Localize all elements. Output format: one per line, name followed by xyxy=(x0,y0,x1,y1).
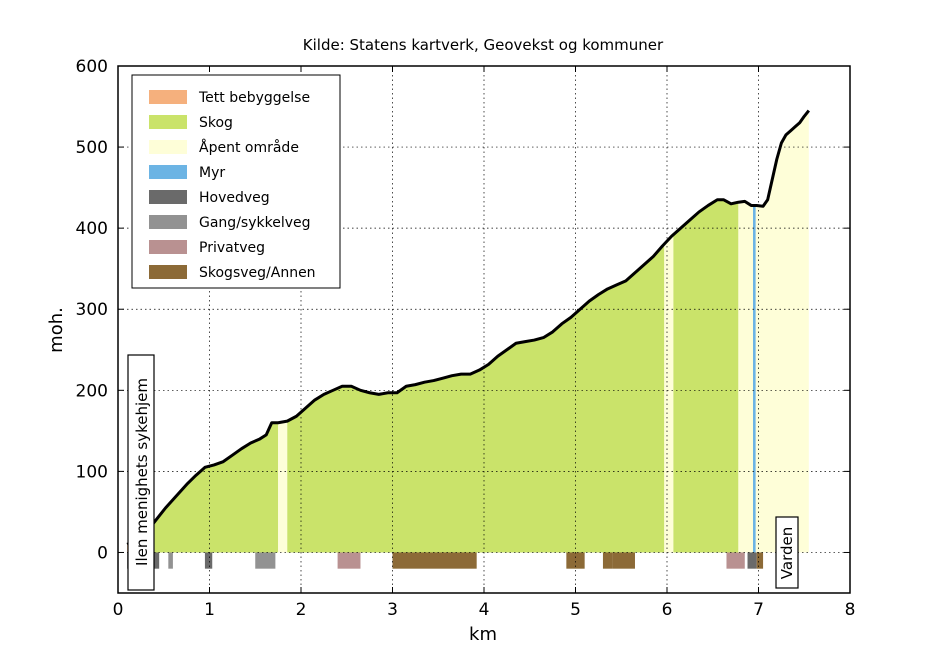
legend-swatch-tett-bebyggelse xyxy=(149,90,187,104)
land-cover-apent-omrade xyxy=(664,234,674,553)
land-cover-skog xyxy=(673,199,739,553)
y-tick-label: 600 xyxy=(76,57,108,77)
y-tick-label: 200 xyxy=(76,381,108,401)
road-segment-skogsveg-annen xyxy=(756,552,764,569)
x-tick-label: 2 xyxy=(296,600,307,620)
legend: Tett bebyggelse Skog Åpent område Myr Hovedv… xyxy=(131,74,341,289)
end-annotation: Varden xyxy=(775,516,799,589)
y-tick-label: 500 xyxy=(76,138,108,158)
legend-label-gang-sykkelveg: Gang/sykkelveg xyxy=(199,215,311,231)
legend-box xyxy=(131,74,341,289)
road-segment-privatveg xyxy=(337,552,361,569)
start-annotation-box xyxy=(127,354,155,591)
legend-label-skogsveg-annen: Skogsveg/Annen xyxy=(199,265,316,281)
legend-swatch-privatveg xyxy=(149,240,187,254)
land-cover-myr xyxy=(753,205,756,553)
road-segment-privatveg xyxy=(726,552,745,569)
road-segment-gang-sykkelveg xyxy=(168,552,173,569)
land-cover-apent-omrade xyxy=(278,421,288,553)
road-segment-skogsveg-annen xyxy=(602,552,613,569)
road-segment-skogsveg-annen xyxy=(566,552,585,569)
land-cover-skog xyxy=(287,244,665,553)
x-tick-label: 0 xyxy=(113,600,124,620)
road-segment-hovedveg xyxy=(152,552,160,569)
road-segment-hovedveg xyxy=(204,552,213,569)
legend-label-skog: Skog xyxy=(199,115,233,131)
y-tick-label: 400 xyxy=(76,219,108,239)
x-tick-label: 7 xyxy=(753,600,764,620)
road-segment-skogsveg-annen xyxy=(612,552,635,569)
x-tick-label: 8 xyxy=(845,600,856,620)
x-tick-label: 4 xyxy=(479,600,490,620)
road-segment-gang-sykkelveg xyxy=(255,552,276,569)
land-cover-layer xyxy=(127,110,809,553)
plot-area xyxy=(118,66,850,593)
x-tick-label: 1 xyxy=(204,600,215,620)
start-annotation-label: Ilen menighets sykehjem xyxy=(133,378,151,566)
legend-label-privatveg: Privatveg xyxy=(199,240,265,256)
x-tick-label: 3 xyxy=(387,600,398,620)
legend-swatch-skog xyxy=(149,115,187,129)
land-cover-apent-omrade xyxy=(755,110,809,553)
profile-layer xyxy=(126,109,810,546)
y-tick-label: 0 xyxy=(97,543,108,563)
elevation-line xyxy=(126,109,810,546)
legend-swatch-apent-omrade xyxy=(149,140,187,154)
x-axis-ticks: 0 1 2 3 4 5 6 7 8 xyxy=(113,66,856,620)
x-tick-label: 5 xyxy=(570,600,581,620)
legend-label-tett-bebyggelse: Tett bebyggelse xyxy=(198,90,310,106)
legend-label-apent-omrade: Åpent område xyxy=(199,139,299,156)
end-annotation-box xyxy=(775,516,799,589)
road-segment-hovedveg xyxy=(747,552,757,569)
y-axis-ticks: 0 100 200 300 400 500 600 xyxy=(76,57,850,563)
legend-swatch-hovedveg xyxy=(149,190,187,204)
legend-label-hovedveg: Hovedveg xyxy=(199,190,270,206)
legend-swatch-skogsveg-annen xyxy=(149,265,187,279)
end-annotation-label: Varden xyxy=(778,527,796,579)
road-segment-skogsveg-annen xyxy=(392,552,477,569)
legend-swatch-myr xyxy=(149,165,187,179)
y-axis-label: moh. xyxy=(46,307,67,353)
y-tick-label: 300 xyxy=(76,300,108,320)
legend-label-myr: Myr xyxy=(199,165,225,181)
x-tick-label: 6 xyxy=(662,600,673,620)
land-cover-skog xyxy=(154,422,279,553)
road-layer xyxy=(127,552,764,569)
x-axis-label: km xyxy=(469,624,497,645)
start-annotation: Ilen menighets sykehjem xyxy=(127,354,155,591)
y-tick-label: 100 xyxy=(76,462,108,482)
legend-items: Tett bebyggelse Skog Åpent område Myr Hovedv… xyxy=(149,90,316,281)
chart-title: Kilde: Statens kartverk, Geovekst og kom… xyxy=(303,36,664,54)
land-cover-apent-omrade xyxy=(738,201,754,553)
legend-swatch-gang-sykkelveg xyxy=(149,215,187,229)
